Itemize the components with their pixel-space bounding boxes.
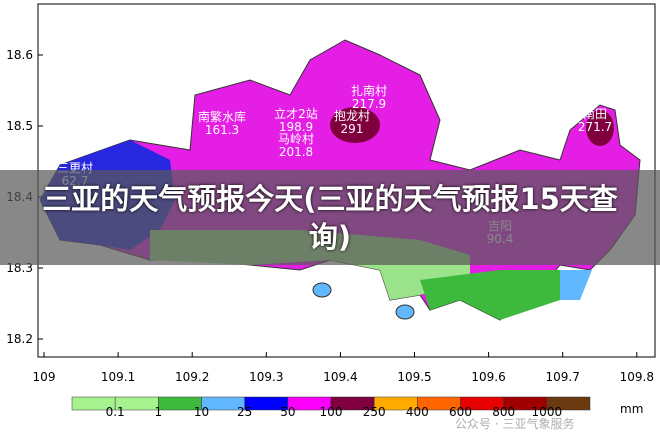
station-name: 南田: [583, 106, 607, 121]
legend-label: 800: [492, 405, 515, 419]
station-name: 南繁水库: [198, 109, 246, 124]
legend-label: 25: [237, 405, 252, 419]
station-name: 立才2站: [274, 106, 318, 121]
banner-title: 三亚的天气预报今天(三亚的天气预报15天查询): [42, 181, 618, 254]
x-tick-label: 109.6: [471, 370, 505, 384]
legend-label: 100: [320, 405, 343, 419]
y-tick-label: 18.5: [6, 119, 33, 133]
region: [560, 270, 592, 300]
legend-label: 50: [280, 405, 295, 419]
legend-label: 250: [363, 405, 386, 419]
watermark: 公众号 · 三亚气象服务: [455, 416, 574, 431]
island: [395, 304, 415, 320]
legend-label: 400: [406, 405, 429, 419]
region: [330, 107, 380, 143]
x-tick-label: 109.8: [620, 370, 654, 384]
island: [312, 282, 332, 298]
legend-label: 10: [194, 405, 209, 419]
x-tick-label: 109.7: [546, 370, 580, 384]
station-value: 291: [341, 122, 364, 136]
station-value: 198.9: [279, 120, 313, 134]
x-tick-label: 109.5: [397, 370, 431, 384]
legend: 0.1 1 10 25 50 100 250 400 600 800 1000 mm: [71, 396, 643, 419]
station-name: 抱龙村: [334, 108, 370, 123]
legend-swatch: [546, 396, 591, 411]
x-tick-label: 109.1: [101, 370, 135, 384]
x-tick-label: 109: [33, 370, 56, 384]
banner: 三亚的天气预报今天(三亚的天气预报15天查询): [0, 170, 660, 265]
station-name: 马岭村: [278, 132, 314, 146]
legend-label: 1: [155, 405, 163, 419]
station-value: 201.8: [279, 145, 313, 159]
station-value: 271.7: [578, 120, 612, 134]
station-value: 217.9: [352, 97, 386, 111]
legend-label: 600: [449, 405, 472, 419]
station-value: 161.3: [205, 123, 239, 137]
legend-label: 0.1: [106, 405, 125, 419]
region: [586, 110, 614, 146]
y-tick-label: 18.2: [6, 332, 33, 346]
region: [420, 270, 560, 320]
legend-label: 1000: [532, 405, 563, 419]
y-tick-label: 18.6: [6, 48, 33, 62]
station-name: 扎南村: [351, 83, 387, 98]
x-tick-label: 109.4: [323, 370, 357, 384]
x-tick-label: 109.2: [175, 370, 209, 384]
x-tick-label: 109.3: [249, 370, 283, 384]
legend-unit: mm: [620, 402, 643, 416]
